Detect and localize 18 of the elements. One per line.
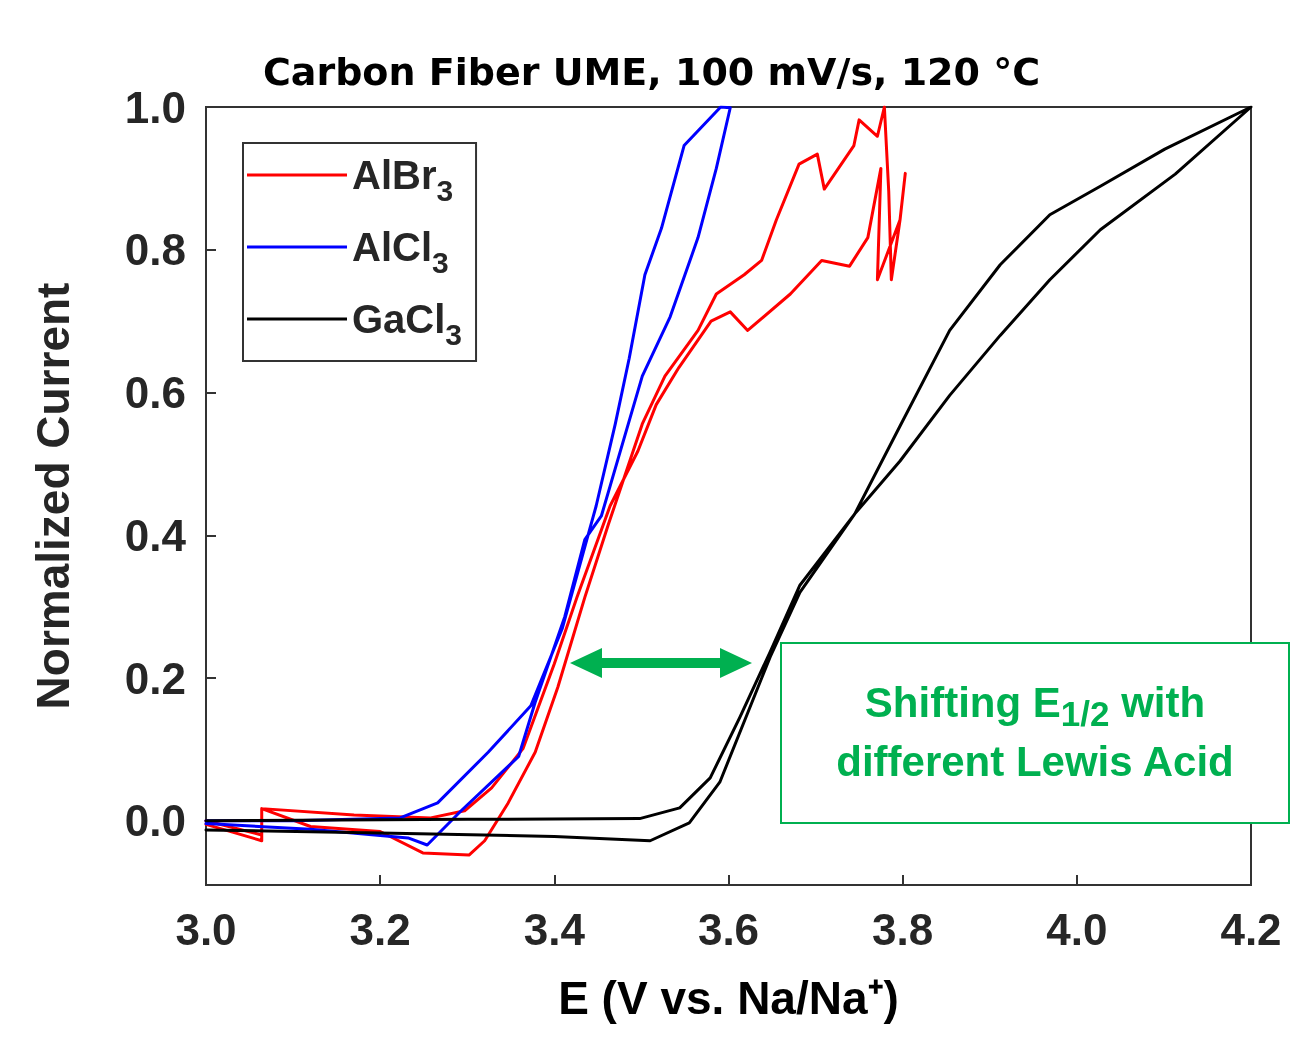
x-tick-label: 4.0: [1046, 904, 1108, 954]
y-tick-label: 0.0: [124, 796, 186, 846]
line-series: [204, 105, 1253, 843]
y-tick-label: 0.4: [124, 510, 187, 560]
y-tick-label: 0.8: [124, 225, 186, 275]
y-tick-label: 0.6: [124, 368, 186, 417]
x-tick-label: 4.2: [1220, 904, 1282, 954]
y-tick-label: 0.2: [124, 653, 186, 703]
chart-title: Carbon Fiber UME, 100 mV/s, 120 °C: [262, 50, 1041, 94]
y-axis-title: Normalized Current: [27, 282, 79, 710]
annotation: Shifting E$_{1/2}$ with different Lewis Acid: [835, 678, 1235, 788]
x-tick-label: 3.2: [349, 904, 411, 954]
x-tick-label: 3.4: [523, 904, 586, 954]
x-tick-label: 3.0: [175, 904, 237, 954]
y-tick-label: 1.0: [124, 82, 186, 132]
x-axis-title: E (V vs. Na/Na⁺): [558, 972, 899, 1024]
x-tick-label: 3.8: [872, 904, 934, 954]
x-tick-label: 3.6: [697, 904, 760, 954]
